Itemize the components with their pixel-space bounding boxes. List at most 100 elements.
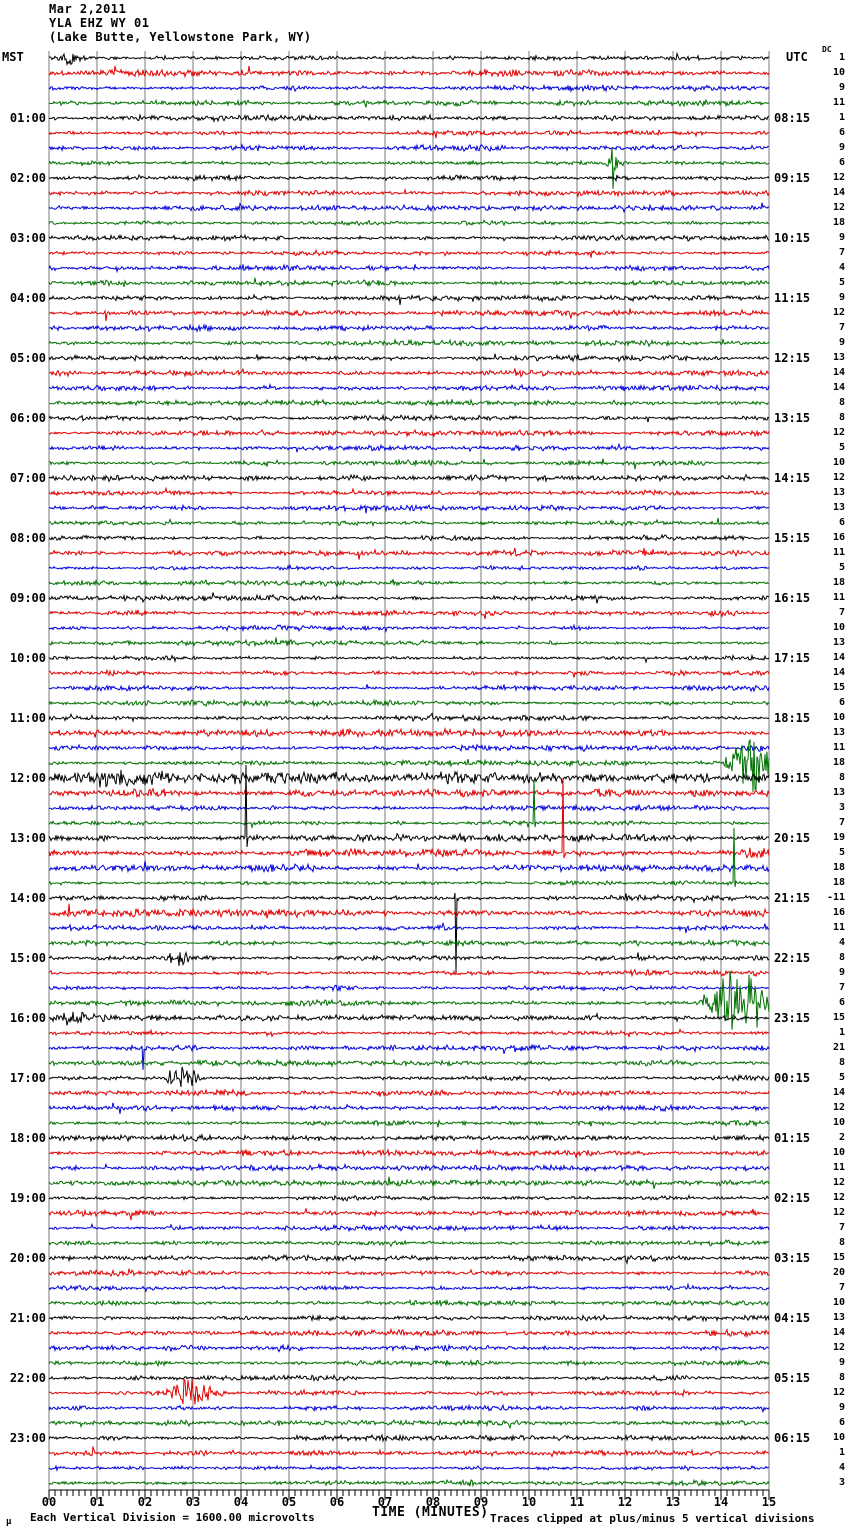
trace-row-59 xyxy=(48,921,770,934)
trace-row-44 xyxy=(48,698,770,708)
trace-row-39 xyxy=(48,623,770,633)
mst-label: 20:00 xyxy=(9,1251,46,1265)
dc-value: 21 xyxy=(832,1042,845,1053)
dc-value: 5 xyxy=(838,277,845,288)
dc-value: 9 xyxy=(838,292,845,303)
utc-label: 20:15 xyxy=(774,831,811,845)
trace-row-13 xyxy=(48,233,770,242)
trace-row-21 xyxy=(48,353,770,363)
utc-label: 15:15 xyxy=(774,531,811,545)
utc-label: 10:15 xyxy=(774,231,811,245)
trace-row-89 xyxy=(48,1374,770,1383)
trace-row-20 xyxy=(48,337,770,348)
trace-row-31 xyxy=(48,503,770,514)
dc-value: 10 xyxy=(832,67,845,78)
dc-value: 8 xyxy=(838,1372,845,1383)
x-tick-label: 04 xyxy=(233,1495,249,1509)
dc-value: 15 xyxy=(832,1252,845,1263)
mst-label: 07:00 xyxy=(9,471,46,485)
trace-row-68 xyxy=(48,1058,770,1068)
trace-row-72 xyxy=(48,1118,770,1128)
trace-row-76 xyxy=(48,1176,770,1190)
mst-label: 22:00 xyxy=(9,1371,46,1385)
dc-value: 2 xyxy=(838,1132,845,1143)
dc-value: 8 xyxy=(838,1057,845,1068)
dc-value: 6 xyxy=(838,157,845,168)
dc-value: 18 xyxy=(832,217,845,228)
trace-row-47 xyxy=(48,743,770,753)
mst-label: 03:00 xyxy=(9,231,46,245)
dc-value: 10 xyxy=(832,712,845,723)
trace-row-2 xyxy=(48,65,770,79)
trace-row-87 xyxy=(48,1343,770,1353)
trace-row-29 xyxy=(48,473,770,483)
x-tick-label: 05 xyxy=(281,1495,297,1509)
trace-row-83 xyxy=(48,1282,770,1293)
mst-label: 01:00 xyxy=(9,111,46,125)
trace-row-37 xyxy=(48,592,770,604)
dc-value: 12 xyxy=(832,1177,845,1188)
dc-value: 16 xyxy=(832,907,845,918)
utc-label: 06:15 xyxy=(774,1431,811,1445)
mst-label: 14:00 xyxy=(9,891,46,905)
trace-row-6 xyxy=(48,128,770,139)
trace-row-3 xyxy=(48,83,770,93)
utc-label: 02:15 xyxy=(774,1191,811,1205)
trace-row-22 xyxy=(48,367,769,378)
dc-value: 9 xyxy=(838,1402,845,1413)
mst-label: 23:00 xyxy=(9,1431,46,1445)
trace-row-50 xyxy=(48,787,770,799)
header-station: YLA EHZ WY 01 xyxy=(49,16,150,30)
header-date: Mar 2,2011 xyxy=(49,2,127,16)
x-tick-label: 13 xyxy=(665,1495,681,1509)
dc-value: 6 xyxy=(838,127,845,138)
utc-label: 17:15 xyxy=(774,651,811,665)
trace-row-14 xyxy=(48,248,770,258)
mst-label: 04:00 xyxy=(9,291,46,305)
trace-row-78 xyxy=(48,1208,770,1221)
trace-row-84 xyxy=(48,1298,769,1308)
mst-label: 18:00 xyxy=(9,1131,46,1145)
dc-value: 14 xyxy=(832,382,845,393)
dc-value: 9 xyxy=(838,232,845,243)
clip-note: Traces clipped at plus/minus 5 vertical … xyxy=(490,1512,815,1525)
mst-label: 11:00 xyxy=(9,711,46,725)
header-location: (Lake Butte, Yellowstone Park, WY) xyxy=(49,30,312,44)
x-tick-label: 01 xyxy=(89,1495,105,1509)
trace-row-45 xyxy=(48,712,770,723)
dc-value: 12 xyxy=(832,172,845,183)
trace-row-23 xyxy=(48,382,770,393)
right-axis-title: UTC xyxy=(786,50,808,64)
utc-label: 05:15 xyxy=(774,1371,811,1385)
dc-value: 14 xyxy=(832,667,845,678)
utc-label: 11:15 xyxy=(774,291,811,305)
mst-label: 21:00 xyxy=(9,1311,46,1325)
trace-row-30 xyxy=(48,486,770,498)
x-tick-label: 15 xyxy=(761,1495,777,1509)
dc-value: 3 xyxy=(838,1477,845,1488)
trace-row-35 xyxy=(48,563,770,572)
utc-label: 18:15 xyxy=(774,711,811,725)
trace-row-92 xyxy=(48,1418,770,1430)
dc-value: 7 xyxy=(838,247,845,258)
dc-value: 13 xyxy=(832,487,845,498)
utc-label: 03:15 xyxy=(774,1251,811,1265)
dc-value: 12 xyxy=(832,1342,845,1353)
trace-row-16 xyxy=(48,277,770,288)
utc-label: 12:15 xyxy=(774,351,811,365)
dc-value: 14 xyxy=(832,1087,845,1098)
dc-value: 12 xyxy=(832,1192,845,1203)
mst-label: 16:00 xyxy=(9,1011,46,1025)
dc-value: 13 xyxy=(832,352,845,363)
utc-label: 09:15 xyxy=(774,171,811,185)
mst-label: 13:00 xyxy=(9,831,46,845)
dc-value: 16 xyxy=(832,532,845,543)
x-tick-label: 07 xyxy=(377,1495,393,1509)
trace-row-67 xyxy=(48,1043,770,1071)
dc-value: 10 xyxy=(832,1432,845,1443)
dc-value: 18 xyxy=(832,877,845,888)
x-tick-label: 00 xyxy=(41,1495,57,1509)
x-tick-label: 11 xyxy=(569,1495,585,1509)
dc-value: 12 xyxy=(832,1387,845,1398)
